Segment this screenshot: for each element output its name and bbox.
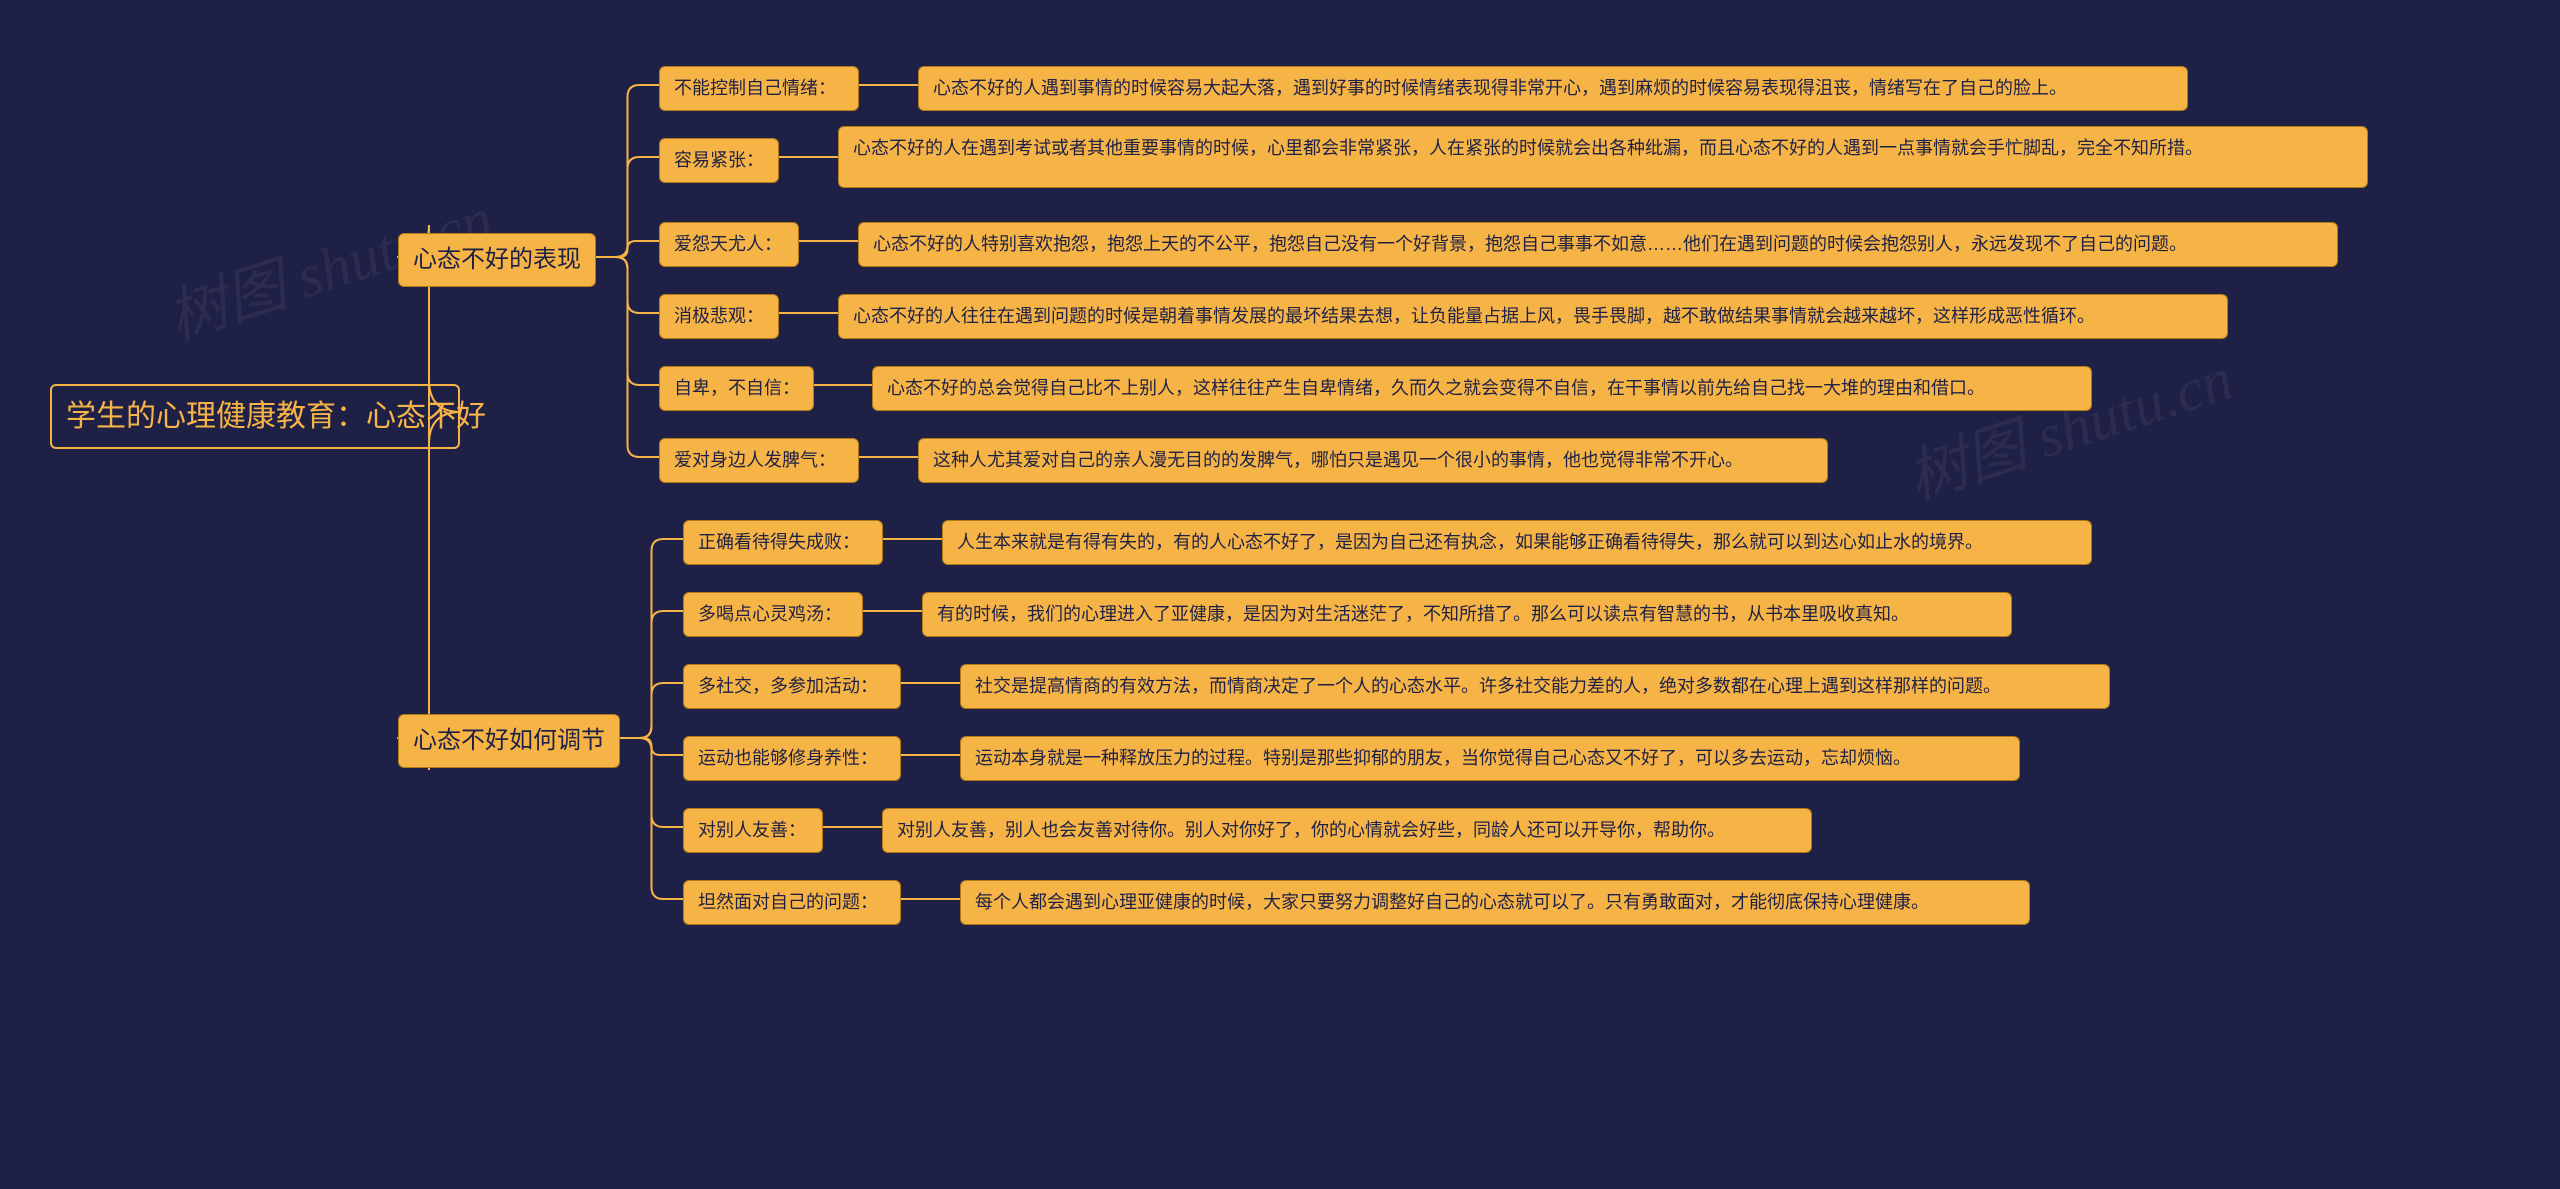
detail-node: 每个人都会遇到心理亚健康的时候，大家只要努力调整好自己的心态就可以了。只有勇敢面… <box>960 880 2030 925</box>
leaf-node: 多社交，多参加活动： <box>683 664 901 709</box>
leaf-node: 自卑，不自信： <box>659 366 814 411</box>
connector <box>620 539 683 738</box>
watermark: 树图 shutu.cn <box>1895 330 2242 517</box>
detail-node: 对别人友善，别人也会友善对待你。别人对你好了，你的心情就会好些，同龄人还可以开导… <box>882 808 1812 853</box>
leaf-node: 坦然面对自己的问题： <box>683 880 901 925</box>
leaf-node: 运动也能够修身养性： <box>683 736 901 781</box>
connector <box>596 157 659 257</box>
connector <box>620 611 683 738</box>
detail-node: 社交是提高情商的有效方法，而情商决定了一个人的心态水平。许多社交能力差的人，绝对… <box>960 664 2110 709</box>
connector <box>596 257 659 385</box>
detail-node: 这种人尤其爱对自己的亲人漫无目的的发脾气，哪怕只是遇见一个很小的事情，他也觉得非… <box>918 438 1828 483</box>
branch-node: 心态不好如何调节 <box>398 714 620 768</box>
connector <box>596 257 659 457</box>
leaf-node: 正确看待得失成败： <box>683 520 883 565</box>
connector <box>620 738 683 827</box>
branch-node: 心态不好的表现 <box>398 233 596 287</box>
connector <box>620 738 683 755</box>
detail-node: 心态不好的人往往在遇到问题的时候是朝着事情发展的最坏结果去想，让负能量占据上风，… <box>838 294 2228 339</box>
detail-node: 运动本身就是一种释放压力的过程。特别是那些抑郁的朋友，当你觉得自己心态又不好了，… <box>960 736 2020 781</box>
connector <box>620 738 683 899</box>
leaf-node: 爱怨天尤人： <box>659 222 799 267</box>
leaf-node: 容易紧张： <box>659 138 779 183</box>
detail-node: 有的时候，我们的心理进入了亚健康，是因为对生活迷茫了，不知所措了。那么可以读点有… <box>922 592 2012 637</box>
connector <box>620 683 683 738</box>
detail-node: 心态不好的人在遇到考试或者其他重要事情的时候，心里都会非常紧张，人在紧张的时候就… <box>838 126 2368 188</box>
connector <box>596 85 659 257</box>
leaf-node: 多喝点心灵鸡汤： <box>683 592 863 637</box>
leaf-node: 消极悲观： <box>659 294 779 339</box>
detail-node: 心态不好的总会觉得自己比不上别人，这样往往产生自卑情绪，久而久之就会变得不自信，… <box>872 366 2092 411</box>
detail-node: 心态不好的人特别喜欢抱怨，抱怨上天的不公平，抱怨自己没有一个好背景，抱怨自己事事… <box>858 222 2338 267</box>
leaf-node: 对别人友善： <box>683 808 823 853</box>
leaf-node: 爱对身边人发脾气： <box>659 438 859 483</box>
detail-node: 人生本来就是有得有失的，有的人心态不好了，是因为自己还有执念，如果能够正确看待得… <box>942 520 2092 565</box>
detail-node: 心态不好的人遇到事情的时候容易大起大落，遇到好事的时候情绪表现得非常开心，遇到麻… <box>918 66 2188 111</box>
connector <box>596 257 659 313</box>
root-node: 学生的心理健康教育：心态不好 <box>50 384 460 449</box>
connector <box>596 241 659 257</box>
leaf-node: 不能控制自己情绪： <box>659 66 859 111</box>
